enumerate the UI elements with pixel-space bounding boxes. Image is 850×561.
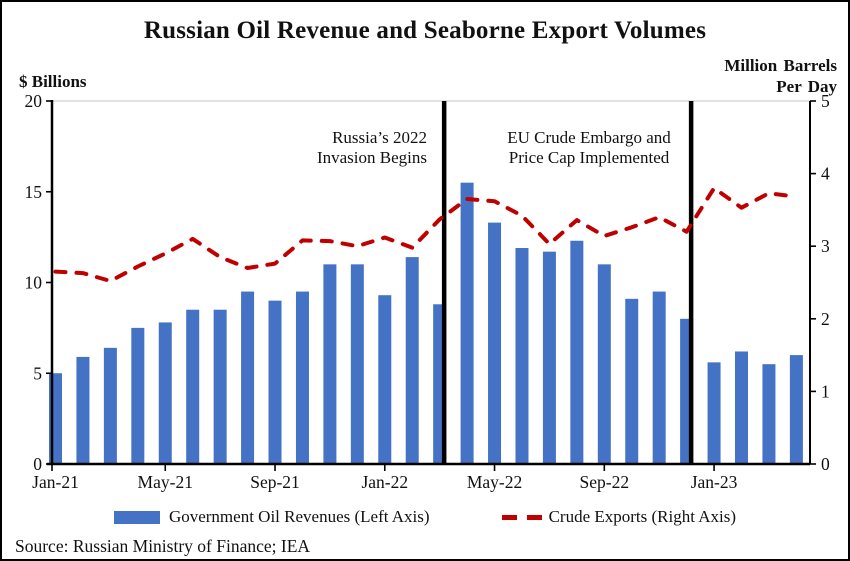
annotation-invasion-line2: Invasion Begins — [316, 148, 427, 167]
left-axis-tick-label: 15 — [25, 182, 43, 202]
x-axis-tick-label: May-21 — [138, 472, 193, 492]
x-axis-tick-label: Sep-21 — [250, 472, 300, 492]
annotation-embargo-line1: EU Crude Embargo and — [507, 128, 671, 147]
legend-item-revenues: Government Oil Revenues (Left Axis) — [113, 507, 430, 527]
source-note: Source: Russian Ministry of Finance; IEA — [15, 536, 311, 556]
revenue-bar-Apr-22 — [460, 182, 474, 465]
revenue-bar-Feb-23 — [735, 351, 748, 464]
crude-exports-line — [53, 186, 799, 283]
revenue-bar-Feb-22 — [405, 257, 419, 464]
revenue-bar-Nov-21 — [323, 264, 337, 464]
left-axis-tick-label: 5 — [33, 363, 42, 383]
legend-swatch-revenues — [113, 510, 160, 524]
right-axis-tick-label: 5 — [821, 91, 830, 111]
revenue-bar-Oct-22 — [625, 298, 639, 464]
right-axis-tick-label: 2 — [821, 309, 830, 329]
revenue-bar-Nov-22 — [652, 291, 666, 464]
x-axis-tick-label: May-22 — [467, 472, 522, 492]
right-axis-unit-line2: Per Day — [776, 77, 837, 96]
revenue-bar-Oct-21 — [295, 291, 309, 464]
annotation-invasion-line1: Russia’s 2022 — [332, 128, 427, 147]
x-axis-tick-label: Jan-23 — [691, 472, 738, 492]
legend-label-revenues: Government Oil Revenues (Left Axis) — [168, 507, 430, 526]
legend-label-exports: Crude Exports (Right Axis) — [548, 507, 737, 526]
right-axis-tick-label: 1 — [821, 381, 830, 401]
revenue-bar-Aug-22 — [570, 240, 584, 464]
revenue-bar-May-21 — [158, 322, 172, 464]
legend-item-exports: Crude Exports (Right Axis) — [501, 507, 737, 527]
chart-title: Russian Oil Revenue and Seaborne Export … — [143, 17, 707, 44]
legend-swatch-exports — [501, 514, 546, 520]
annotation-invasion: Russia’s 2022 Invasion Begins — [317, 128, 427, 168]
right-axis-unit-line1: Million Barrels — [724, 56, 837, 75]
right-axis-tick-label: 3 — [821, 236, 830, 256]
x-axis-tick-label: Jan-22 — [361, 472, 408, 492]
revenue-bar-Apr-21 — [131, 327, 145, 464]
revenue-bar-Aug-21 — [241, 291, 255, 464]
left-axis-tick-label: 0 — [33, 454, 42, 474]
revenue-bar-May-22 — [488, 222, 502, 464]
revenue-bar-Apr-23 — [789, 355, 803, 464]
revenue-bar-Dec-21 — [350, 264, 364, 464]
x-axis-tick-label: Sep-22 — [580, 472, 630, 492]
revenue-bar-Feb-21 — [76, 356, 90, 464]
revenue-bar-Sep-21 — [268, 300, 282, 464]
legend: Government Oil Revenues (Left Axis) Crud… — [2, 507, 848, 527]
annotation-embargo-line2: Price Cap Implemented — [508, 148, 670, 167]
revenue-bar-Sep-22 — [597, 264, 611, 464]
left-axis-unit-label: $ Billions — [19, 72, 87, 91]
revenue-bar-Mar-23 — [762, 364, 776, 464]
revenue-bar-Jun-21 — [186, 309, 200, 464]
right-axis-unit-label: Million Barrels Per Day — [724, 55, 837, 97]
revenue-bar-Jan-22 — [378, 295, 392, 464]
right-axis-tick-label: 4 — [821, 164, 830, 184]
revenue-bar-Jun-22 — [515, 248, 529, 464]
revenue-bar-Jan-23 — [707, 362, 721, 464]
revenue-bar-Mar-21 — [103, 347, 117, 464]
left-axis-tick-label: 20 — [25, 91, 43, 111]
left-axis-tick-label: 10 — [25, 273, 43, 293]
revenue-bar-Jul-21 — [213, 309, 227, 464]
annotation-embargo: EU Crude Embargo and Price Cap Implement… — [458, 128, 720, 168]
x-axis-tick-label: Jan-21 — [32, 472, 79, 492]
revenue-bar-Jul-22 — [542, 251, 556, 464]
right-axis-tick-label: 0 — [821, 454, 830, 474]
